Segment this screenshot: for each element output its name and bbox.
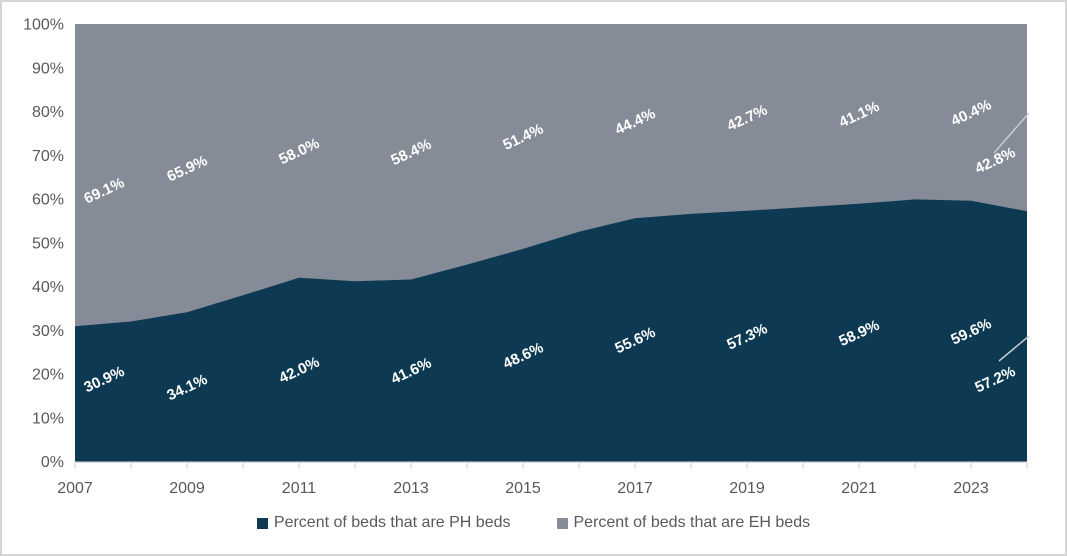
x-axis-label: 2011: [282, 480, 317, 497]
y-axis-label: 10%: [32, 410, 64, 427]
legend-label-ph: Percent of beds that are PH beds: [273, 514, 511, 531]
y-axis-label: 60%: [32, 192, 64, 209]
x-axis-label: 2013: [393, 480, 429, 497]
y-axis-label: 100%: [23, 17, 64, 34]
x-axis-label: 2015: [505, 480, 541, 497]
ph-series-swatch-icon: [256, 517, 268, 529]
y-axis-label: 90%: [32, 60, 64, 77]
y-axis-label: 30%: [32, 323, 64, 340]
chart-legend: Percent of beds that are PH beds Percent…: [2, 514, 1065, 532]
eh-series-swatch-icon: [556, 517, 568, 529]
x-axis-label: 2007: [57, 480, 93, 497]
x-axis-label: 2019: [729, 480, 765, 497]
legend-label-eh: Percent of beds that are EH beds: [573, 514, 811, 531]
ph-area: [75, 199, 1027, 462]
legend-item-ph: Percent of beds that are PH beds: [256, 514, 511, 532]
ph-leader-line: [998, 335, 1030, 362]
x-axis-label: 2021: [841, 480, 877, 497]
y-axis-label: 50%: [32, 235, 64, 252]
legend-item-eh: Percent of beds that are EH beds: [556, 514, 811, 532]
x-axis-label: 2017: [617, 480, 653, 497]
y-axis-label: 70%: [32, 148, 64, 165]
y-axis-label: 40%: [32, 279, 64, 296]
y-axis-label: 0%: [41, 454, 64, 471]
y-axis-label: 80%: [32, 104, 64, 121]
eh-leader-line: [993, 112, 1030, 154]
x-axis-label: 2009: [169, 480, 205, 497]
y-axis-label: 20%: [32, 367, 64, 384]
x-axis-label: 2023: [953, 480, 989, 497]
